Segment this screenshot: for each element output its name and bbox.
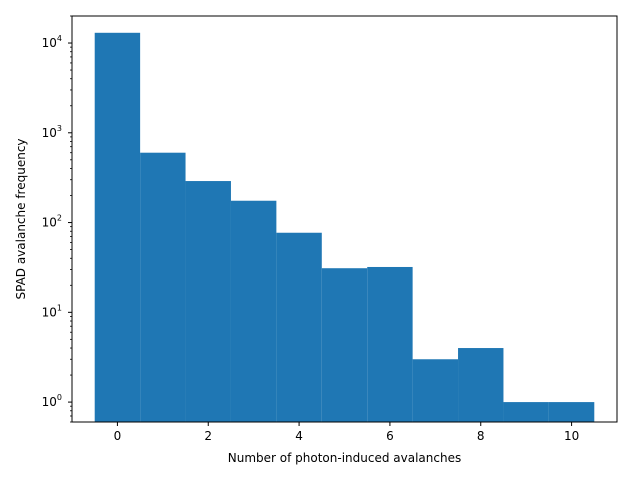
plot-frame (71, 15, 618, 423)
y-tick-label: 102 (42, 214, 62, 230)
y-axis-ticks: 100 101 102 103 104 (42, 15, 72, 423)
histogram-bar-3 (230, 200, 277, 422)
x-tick-label: 2 (204, 429, 212, 443)
histogram-bar-6 (367, 266, 413, 422)
y-tick-label: 101 (42, 303, 62, 319)
histogram-bar-1 (140, 152, 186, 422)
x-tick-label: 6 (386, 429, 394, 443)
histogram-bar-10 (548, 402, 595, 422)
histogram-bar-4 (276, 232, 322, 422)
histogram-bar-2 (185, 181, 231, 422)
y-axis-label: SPAD avalanche frequency (14, 138, 28, 299)
y-tick-label: 100 (42, 393, 62, 409)
x-tick-label: 0 (114, 429, 122, 443)
bars-group (94, 32, 595, 422)
x-tick-label: 8 (477, 429, 485, 443)
y-tick-label: 104 (42, 34, 62, 50)
histogram-bar-5 (321, 268, 368, 422)
histogram-bar-9 (503, 402, 549, 422)
histogram-bar-7 (412, 359, 459, 422)
x-axis-ticks: 0 2 4 6 8 10 (114, 422, 579, 443)
x-tick-label: 10 (564, 429, 579, 443)
y-tick-label: 103 (42, 124, 62, 140)
x-axis-label: Number of photon-induced avalanches (228, 451, 461, 465)
histogram-bar-0 (94, 32, 141, 422)
x-tick-label: 4 (295, 429, 303, 443)
histogram-bar-8 (458, 348, 504, 422)
